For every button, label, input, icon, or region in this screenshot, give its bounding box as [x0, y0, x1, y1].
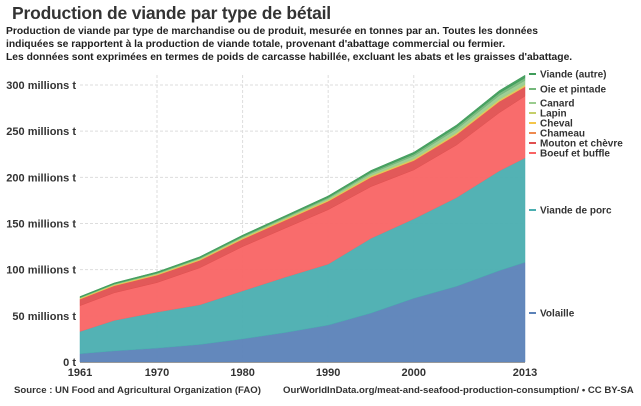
y-tick-label: 200 millions t [6, 172, 76, 184]
legend-label[interactable]: Lapin [540, 109, 567, 120]
subtitle-line: Les données sont exprimées en termes de … [6, 52, 573, 63]
area-series [79, 74, 526, 363]
y-tick-label: 300 millions t [6, 80, 76, 92]
x-axis: 1961 1970 1980 1990 2000 2013 [68, 367, 537, 379]
x-tick-label: 1980 [230, 367, 254, 379]
subtitle-line: indiquées se rapportent à la production … [6, 39, 506, 50]
legend-label[interactable]: Chameau [540, 129, 585, 140]
legend-label[interactable]: Mouton et chèvre [540, 139, 623, 150]
x-tick-label: 2000 [402, 367, 426, 379]
legend-label[interactable]: Oie et pintade [540, 85, 607, 96]
y-tick-label: 50 millions t [12, 311, 76, 323]
y-tick-label: 0 t [63, 357, 76, 369]
legend-label[interactable]: Viande (autre) [540, 70, 607, 81]
chart-title: Production de viande par type de bétail [12, 3, 331, 23]
y-tick-label: 250 millions t [6, 126, 76, 138]
y-tick-label: 150 millions t [6, 219, 76, 231]
legend-label[interactable]: Boeuf et buffle [540, 149, 610, 160]
x-tick-label: 2013 [513, 367, 537, 379]
source-note: Source : UN Food and Agricultural Organi… [14, 385, 261, 396]
chart-subtitle: Production de viande par type de marchan… [6, 25, 638, 64]
legend-label[interactable]: Viande de porc [540, 206, 612, 217]
area-viande-autre-[interactable] [79, 74, 526, 298]
subtitle-line: Production de viande par type de marchan… [6, 26, 538, 37]
legend-label[interactable]: Canard [540, 99, 574, 110]
y-axis: 0 t 50 millions t 100 millions t 150 millio… [6, 80, 525, 369]
x-tick-label: 1961 [68, 367, 92, 379]
legend-label[interactable]: Cheval [540, 119, 573, 130]
url-license[interactable]: OurWorldInData.org/meat-and-seafood-prod… [283, 385, 634, 396]
legend: Viande (autre)Oie et pintadeCanardLapinC… [529, 70, 623, 320]
legend-label[interactable]: Volaille [540, 309, 575, 320]
x-tick-label: 1990 [316, 367, 340, 379]
x-tick-label: 1970 [145, 367, 169, 379]
y-tick-label: 100 millions t [6, 265, 76, 277]
